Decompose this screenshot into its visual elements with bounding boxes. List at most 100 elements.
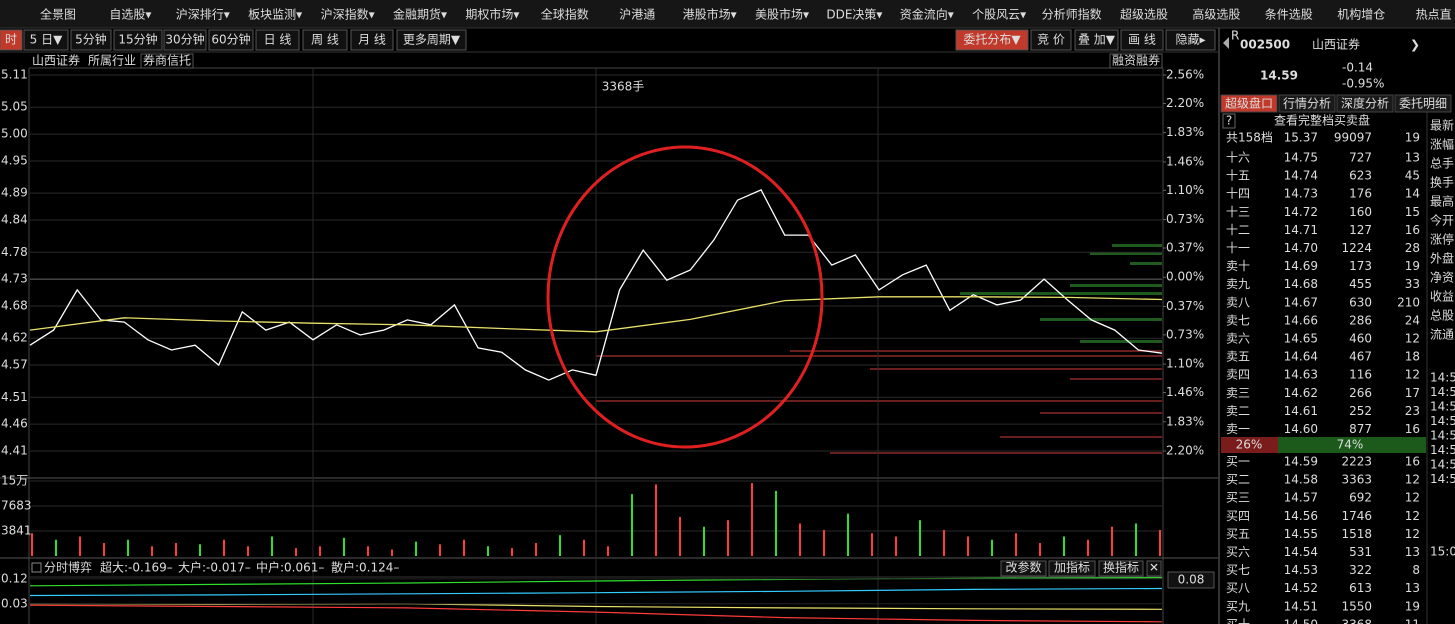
help[interactable]: ? — [1226, 114, 1232, 128]
menu-item[interactable]: 金融期货▾ — [393, 7, 447, 22]
sector-link[interactable]: 券商信托 — [143, 53, 191, 68]
level-volume: 727 — [1349, 151, 1372, 165]
next-arrow[interactable]: ❯ — [1410, 38, 1420, 52]
volume-bar — [559, 535, 561, 556]
indicator-button-label[interactable]: 改参数 — [1005, 560, 1041, 575]
volume-tick-label: 15万 — [1, 474, 28, 488]
depth-bar — [596, 355, 1162, 357]
level-label: 卖八 — [1226, 295, 1250, 309]
tab-label[interactable]: 超级盘口 — [1225, 96, 1273, 111]
indicator-button[interactable] — [1146, 560, 1162, 577]
full-book-link[interactable]: 查看完整档买卖盘 — [1274, 113, 1370, 128]
tool-button[interactable] — [1074, 29, 1119, 51]
volume-bar — [295, 548, 297, 556]
indicator-button-label[interactable]: ✕ — [1149, 561, 1159, 575]
current-box — [1167, 571, 1215, 589]
tab-label[interactable]: 深度分析 — [1341, 96, 1389, 111]
tab[interactable] — [1336, 94, 1394, 113]
menu-item[interactable]: 高级选股 — [1192, 7, 1240, 22]
indicator-button[interactable] — [1098, 560, 1144, 577]
period-button[interactable] — [113, 29, 163, 51]
margin-box[interactable] — [1109, 53, 1163, 69]
menu-item[interactable]: 个股风云▾ — [972, 8, 1026, 22]
menu-item[interactable]: 沪港通 — [619, 8, 655, 22]
period-button[interactable] — [0, 29, 23, 51]
menu-item[interactable]: 机构增仓 — [1337, 7, 1385, 22]
period-label[interactable]: 30分钟 — [165, 32, 204, 47]
menu-item[interactable]: 自选股▾ — [109, 8, 151, 22]
level-price: 15.37 — [1284, 131, 1318, 145]
level-count: 12 — [1405, 368, 1420, 382]
menu-item[interactable]: 全球指数 — [541, 7, 589, 22]
menu-item[interactable]: 全景图 — [40, 7, 76, 22]
menu-item[interactable]: DDE决策▾ — [826, 8, 882, 22]
prev-arrow[interactable] — [1223, 37, 1229, 49]
period-label[interactable]: 5 日▼ — [30, 33, 63, 47]
level-volume: 531 — [1349, 545, 1372, 559]
tool-label[interactable]: 竞 价 — [1037, 33, 1065, 47]
period-label[interactable]: 时 — [5, 33, 17, 47]
period-label[interactable]: 周 线 — [311, 33, 339, 47]
y-tick-label: 4.89 — [1, 186, 28, 200]
menu-item[interactable]: 期权市场▾ — [465, 7, 519, 22]
sector-box[interactable] — [140, 53, 194, 69]
indicator-check[interactable] — [31, 562, 42, 573]
period-label[interactable]: 15分钟 — [118, 32, 157, 47]
help-box[interactable] — [1222, 113, 1236, 129]
menu-item[interactable]: 条件选股 — [1265, 8, 1313, 22]
level-label: 买二 — [1226, 473, 1250, 487]
menu-item[interactable]: 超级选股 — [1120, 7, 1168, 22]
menu-item[interactable]: 港股市场▾ — [683, 7, 737, 22]
level-volume: 322 — [1349, 563, 1372, 577]
level-volume: 99097 — [1334, 131, 1372, 145]
period-label[interactable]: 60分钟 — [211, 32, 250, 47]
period-button[interactable] — [163, 29, 207, 51]
volume-bar — [151, 546, 153, 556]
tab-label[interactable]: 行情分析 — [1283, 97, 1331, 111]
indicator-button-label[interactable]: 加指标 — [1054, 560, 1090, 575]
y-tick-label: 4.84 — [1, 213, 28, 227]
tool-button[interactable] — [1030, 29, 1072, 51]
tool-button[interactable] — [955, 29, 1029, 51]
stock-code: 002500 — [1240, 38, 1290, 52]
period-button[interactable] — [70, 29, 112, 51]
tool-button[interactable] — [1120, 29, 1164, 51]
tool-label[interactable]: 叠 加▼ — [1078, 33, 1116, 47]
industry-link[interactable]: 所属行业 — [88, 54, 136, 68]
menu-item[interactable]: 板块监测▾ — [248, 8, 302, 22]
menu-item[interactable]: 热点直 — [1416, 8, 1452, 22]
period-label[interactable]: 5分钟 — [75, 32, 107, 47]
level-price: 14.58 — [1284, 473, 1318, 487]
menu-item[interactable]: 沪深排行▾ — [176, 8, 230, 22]
period-button[interactable] — [255, 29, 300, 51]
ratio-label: 74% — [1337, 438, 1364, 452]
period-button[interactable] — [396, 29, 467, 51]
tool-label[interactable]: 委托分布▼ — [963, 33, 1021, 47]
period-label[interactable]: 月 线 — [358, 33, 386, 47]
indicator-button[interactable] — [1000, 560, 1047, 577]
tool-label[interactable]: 画 线 — [1128, 33, 1156, 47]
period-button[interactable] — [350, 29, 394, 51]
menu-item[interactable]: 资金流向▾ — [900, 7, 954, 22]
menu-item[interactable]: 美股市场▾ — [755, 7, 809, 22]
tab[interactable] — [1394, 94, 1452, 113]
tool-label[interactable]: 隐藏▸ — [1175, 33, 1205, 47]
margin-link[interactable]: 融资融券 — [1112, 53, 1160, 68]
tool-button[interactable] — [1165, 29, 1216, 51]
menu-item[interactable]: 沪深指数▾ — [321, 7, 375, 22]
tab-label[interactable]: 委托明细 — [1399, 97, 1447, 111]
period-button[interactable] — [23, 29, 69, 51]
period-label[interactable]: 更多周期▼ — [403, 33, 461, 47]
period-label[interactable]: 日 线 — [264, 33, 292, 47]
period-button[interactable] — [302, 29, 348, 51]
period-button[interactable] — [208, 29, 254, 51]
level-price: 14.56 — [1284, 509, 1318, 523]
indicator-button[interactable] — [1048, 560, 1096, 577]
level-volume: 3363 — [1341, 473, 1372, 487]
level-volume: 176 — [1349, 187, 1372, 201]
tab[interactable] — [1220, 94, 1278, 113]
price-line — [29, 189, 1163, 381]
indicator-button-label[interactable]: 换指标 — [1103, 560, 1139, 575]
menu-item[interactable]: 分析师指数 — [1042, 7, 1102, 22]
tab[interactable] — [1278, 94, 1336, 113]
